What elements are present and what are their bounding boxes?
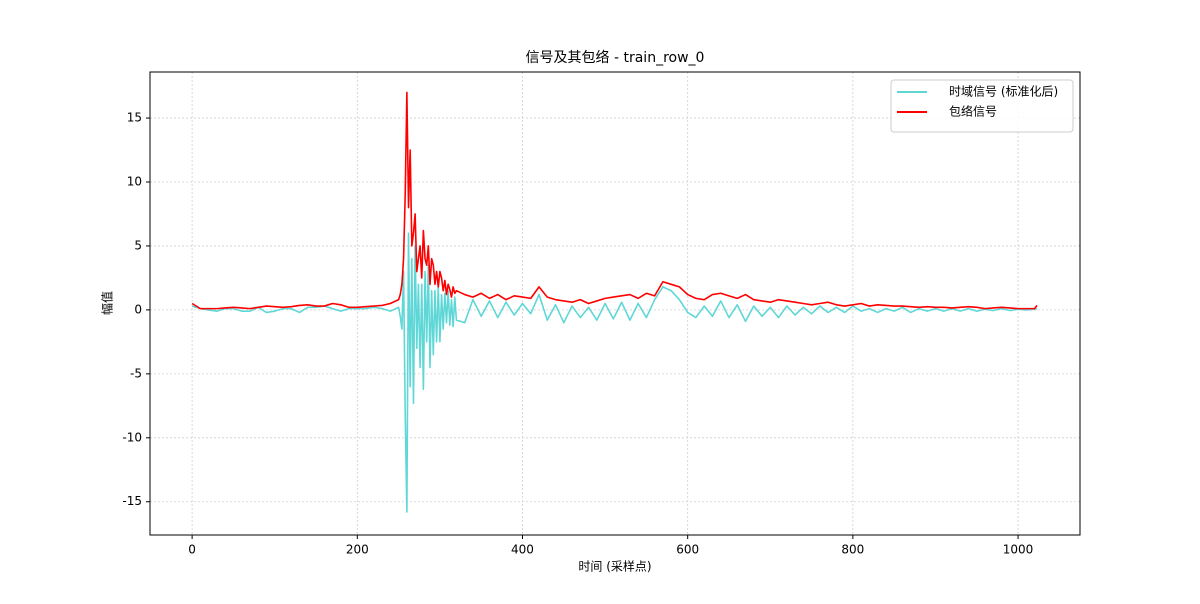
series-line — [191, 232, 1038, 513]
x-tick-label: 600 — [676, 543, 699, 557]
x-axis-label: 时间 (采样点) — [578, 559, 651, 574]
x-tick-label: 0 — [188, 543, 196, 557]
y-tick-label: 15 — [127, 111, 142, 125]
y-tick-label: 0 — [134, 302, 142, 316]
y-tick-label: 10 — [127, 174, 142, 188]
y-tick-label: -5 — [130, 366, 142, 380]
legend-label: 时域信号 (标准化后) — [949, 85, 1058, 99]
y-tick-label: -10 — [122, 430, 142, 444]
x-tick-label: 200 — [346, 543, 369, 557]
x-tick-label: 400 — [511, 543, 534, 557]
chart-title: 信号及其包络 - train_row_0 — [526, 50, 705, 66]
y-tick-label: 5 — [134, 238, 142, 252]
legend-box — [890, 79, 1074, 133]
y-axis-label: 幅值 — [100, 291, 115, 315]
series-line — [191, 91, 1038, 310]
plot-frame — [149, 71, 1081, 536]
x-tick-label: 1000 — [1003, 543, 1034, 557]
legend-label: 包络信号 — [949, 104, 997, 119]
x-tick-label: 800 — [841, 543, 864, 557]
y-tick-label: -15 — [122, 494, 142, 508]
